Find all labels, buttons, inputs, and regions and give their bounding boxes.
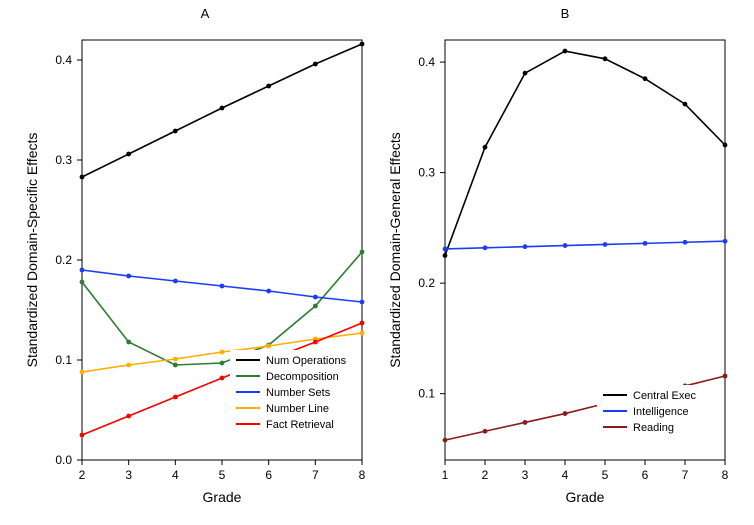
x-tick-label: 3 (522, 468, 529, 482)
series-marker (126, 414, 131, 419)
series-marker (80, 280, 85, 285)
legend-label: Fact Retrieval (266, 419, 334, 431)
series-marker (220, 361, 225, 366)
series-marker (313, 62, 318, 67)
x-tick-label: 2 (79, 468, 86, 482)
legend-label: Central Exec (633, 390, 696, 402)
series-marker (173, 357, 178, 362)
series-marker (266, 344, 271, 349)
panel-title-A: A (201, 6, 210, 21)
y-tick-label: 0.1 (55, 353, 72, 367)
series-marker (360, 321, 365, 326)
series-marker (483, 245, 488, 250)
x-tick-label: 7 (312, 468, 319, 482)
series-marker (723, 374, 728, 379)
series-marker (80, 175, 85, 180)
series-line (82, 252, 362, 365)
series-marker (173, 279, 178, 284)
y-tick-label: 0.1 (418, 387, 435, 401)
y-tick-label: 0.0 (55, 453, 72, 467)
series-marker (483, 145, 488, 150)
series-marker (173, 395, 178, 400)
series-marker (523, 244, 528, 249)
legend-label: Decomposition (266, 371, 339, 383)
x-tick-label: 8 (722, 468, 729, 482)
series-marker (643, 241, 648, 246)
series-marker (523, 71, 528, 76)
legend-label: Number Sets (266, 387, 331, 399)
series-marker (126, 152, 131, 157)
series-marker (313, 295, 318, 300)
series-marker (266, 84, 271, 89)
series-line (82, 44, 362, 177)
series-marker (266, 289, 271, 294)
series-marker (483, 429, 488, 434)
series-marker (443, 253, 448, 258)
series-marker (80, 433, 85, 438)
series-marker (126, 274, 131, 279)
series-marker (313, 304, 318, 309)
series-marker (523, 420, 528, 425)
series-marker (360, 331, 365, 336)
x-tick-label: 6 (265, 468, 272, 482)
series-marker (683, 102, 688, 107)
series-marker (603, 242, 608, 247)
x-tick-label: 5 (602, 468, 609, 482)
series-marker (80, 268, 85, 273)
series-marker (360, 300, 365, 305)
y-tick-label: 0.2 (418, 276, 435, 290)
series-marker (173, 363, 178, 368)
series-marker (126, 340, 131, 345)
x-tick-label: 6 (642, 468, 649, 482)
series-marker (80, 370, 85, 375)
x-tick-label: 5 (219, 468, 226, 482)
series-marker (563, 243, 568, 248)
series-marker (173, 129, 178, 134)
series-marker (360, 42, 365, 47)
x-tick-label: 1 (442, 468, 449, 482)
y-tick-label: 0.4 (55, 53, 72, 67)
figure-svg: A 2 3 4 5 6 7 8 Grade 0.0 0.1 0.2 0.3 0.4 Standardized… (0, 0, 754, 525)
legend-label: Intelligence (633, 406, 689, 418)
x-axis-label-A: Grade (203, 489, 242, 505)
series-marker (126, 363, 131, 368)
series-marker (643, 76, 648, 81)
x-tick-label: 4 (562, 468, 569, 482)
series-marker (360, 250, 365, 255)
series-marker (443, 438, 448, 443)
series-marker (723, 143, 728, 148)
series-marker (220, 350, 225, 355)
series-marker (443, 246, 448, 251)
y-axis-label-A: Standardized Domain-Specific Effects (24, 133, 40, 368)
legend-label: Number Line (266, 403, 329, 415)
x-tick-label: 8 (359, 468, 366, 482)
y-tick-label: 0.4 (418, 55, 435, 69)
panel-title-B: B (561, 6, 570, 21)
figure-container: A 2 3 4 5 6 7 8 Grade 0.0 0.1 0.2 0.3 0.4 Standardized… (0, 0, 754, 525)
y-tick-label: 0.3 (55, 153, 72, 167)
series-marker (603, 56, 608, 61)
y-tick-label: 0.2 (55, 253, 72, 267)
series-marker (220, 106, 225, 111)
y-tick-label: 0.3 (418, 166, 435, 180)
series-marker (563, 411, 568, 416)
x-tick-label: 7 (682, 468, 689, 482)
series-marker (313, 340, 318, 345)
x-tick-label: 2 (482, 468, 489, 482)
x-tick-label: 3 (125, 468, 132, 482)
x-tick-label: 4 (172, 468, 179, 482)
y-axis-label-B: Standardized Domain-General Effects (387, 132, 403, 368)
series-marker (220, 284, 225, 289)
legend-label: Num Operations (266, 355, 347, 367)
legend-label: Reading (633, 422, 674, 434)
x-axis-label-B: Grade (566, 489, 605, 505)
series-marker (723, 239, 728, 244)
series-line (445, 51, 725, 255)
series-marker (220, 376, 225, 381)
series-marker (683, 240, 688, 245)
series-marker (563, 49, 568, 54)
